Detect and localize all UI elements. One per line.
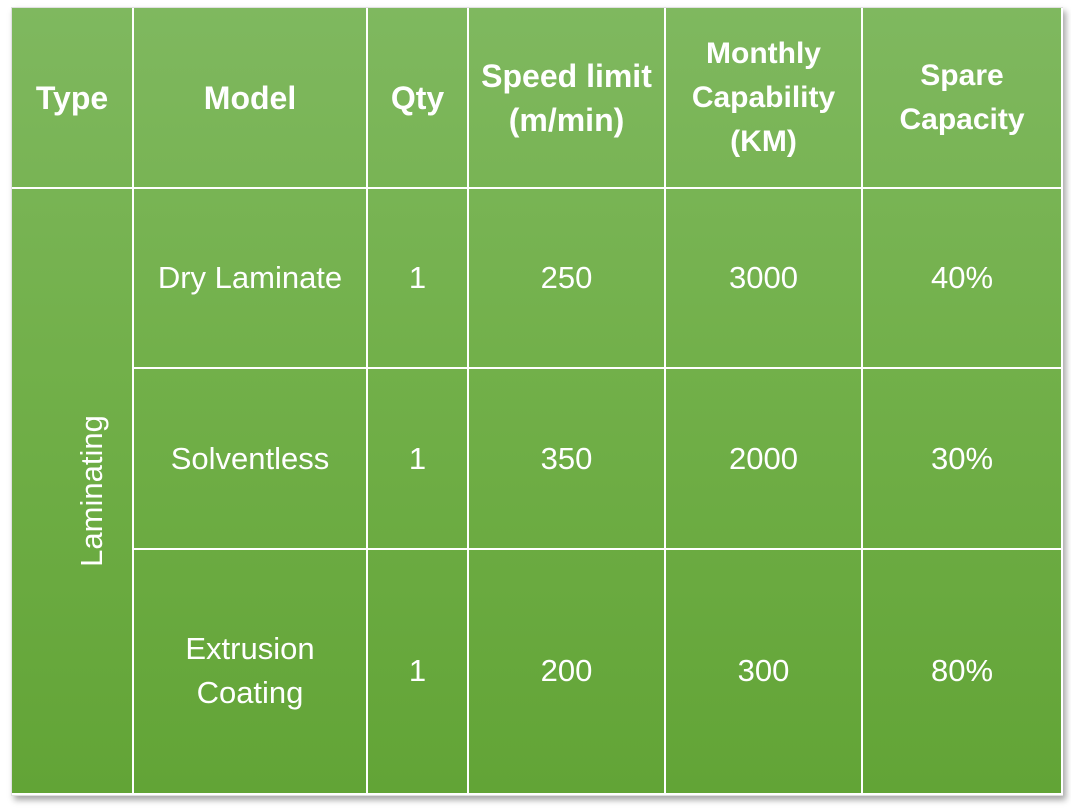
- model-cell: Dry Laminate: [132, 187, 368, 370]
- spare-cell: 30%: [861, 367, 1063, 550]
- type-label: Laminating: [73, 415, 109, 567]
- monthly-cell: 3000: [664, 187, 863, 370]
- qty-cell: 1: [366, 367, 469, 550]
- speed-cell: 350: [467, 367, 666, 550]
- header-model: Model: [132, 8, 368, 190]
- speed-cell: 200: [467, 547, 666, 796]
- qty-cell: 1: [366, 187, 469, 370]
- monthly-cell: 300: [664, 547, 863, 796]
- capacity-table: Type Model Qty Speed limit(m/min) Monthl…: [12, 8, 1063, 796]
- header-row: Type Model Qty Speed limit(m/min) Monthl…: [12, 8, 1063, 190]
- monthly-cell: 2000: [664, 367, 863, 550]
- header-speed-limit: Speed limit(m/min): [467, 8, 666, 190]
- header-qty: Qty: [366, 8, 469, 190]
- model-cell: Extrusion Coating: [133, 547, 368, 796]
- qty-cell: 1: [366, 547, 469, 796]
- spare-cell: 80%: [861, 547, 1063, 796]
- header-spare-capacity: Spare Capacity: [861, 8, 1063, 190]
- spare-cell: 40%: [861, 187, 1063, 370]
- header-monthly-capability: Monthly Capability (KM): [664, 8, 863, 190]
- table-row: Solventless 1 350 2000 30%: [12, 367, 1063, 550]
- speed-cell: 250: [467, 187, 666, 370]
- type-cell: Laminating: [12, 187, 134, 795]
- capacity-table-container: Type Model Qty Speed limit(m/min) Monthl…: [11, 7, 1063, 796]
- table-row: Laminating Dry Laminate 1 250 3000 40%: [12, 187, 1063, 795]
- header-type: Type: [12, 8, 134, 190]
- table-row: Extrusion Coating 1 200 300 80%: [12, 547, 1063, 796]
- model-cell: Solventless: [133, 367, 368, 550]
